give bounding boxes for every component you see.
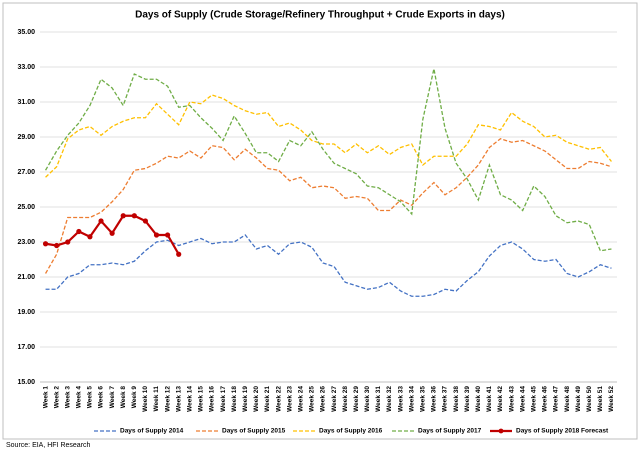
series-line — [44, 68, 612, 252]
x-tick-label: Week 26 — [320, 386, 327, 412]
x-tick-label: Week 4 — [76, 386, 83, 409]
x-tick-label: Week 16 — [209, 386, 216, 412]
y-tick-label: 31.00 — [17, 99, 35, 106]
x-tick-label: Week 6 — [98, 386, 105, 409]
series-marker — [42, 241, 49, 247]
x-tick-label: Week 24 — [297, 386, 304, 412]
x-tick-label: Week 50 — [586, 386, 593, 412]
x-tick-label: Week 29 — [353, 386, 360, 412]
x-tick-label: Week 23 — [286, 386, 293, 412]
x-tick-label: Week 42 — [497, 386, 504, 412]
series-marker — [65, 239, 71, 245]
chart-title: Days of Supply (Crude Storage/Refinery T… — [135, 10, 505, 21]
y-tick-label: 25.00 — [17, 204, 35, 211]
x-tick-label: Week 52 — [608, 386, 615, 412]
x-tick-label: Week 17 — [220, 386, 227, 412]
x-tick-label: Week 47 — [553, 386, 560, 412]
x-tick-label: Week 39 — [464, 386, 471, 412]
x-tick-label: Week 12 — [164, 386, 171, 412]
series-marker — [109, 230, 115, 236]
y-tick-label: 19.00 — [17, 309, 35, 316]
x-tick-label: Week 27 — [331, 386, 338, 412]
x-tick-label: Week 28 — [342, 386, 349, 412]
x-tick-label: Week 51 — [597, 386, 604, 412]
x-tick-label: Week 37 — [442, 386, 449, 412]
legend-label: Days of Supply 2014 — [120, 428, 184, 435]
source-note: Source: EIA, HFI Research — [6, 442, 91, 449]
x-tick-label: Week 2 — [53, 386, 60, 409]
x-tick-label: Week 49 — [575, 386, 582, 412]
series-line — [45, 94, 612, 178]
x-tick-label: Week 21 — [264, 386, 271, 412]
legend-label: Days of Supply 2016 — [319, 428, 383, 435]
x-tick-label: Week 14 — [187, 386, 194, 412]
x-tick-label: Week 41 — [486, 386, 493, 412]
series-marker — [98, 218, 104, 224]
y-tick-label: 23.00 — [17, 239, 35, 246]
x-tick-label: Week 45 — [530, 386, 537, 412]
y-tick-label: 15.00 — [17, 379, 35, 386]
series-marker — [142, 218, 149, 224]
x-tick-label: Week 43 — [508, 386, 515, 412]
x-tick-label: Week 7 — [109, 386, 116, 409]
series-marker — [176, 251, 182, 257]
x-tick-label: Week 48 — [564, 386, 571, 412]
legend-label: Days of Supply 2015 — [222, 428, 286, 435]
series-marker — [54, 242, 60, 249]
series-marker — [153, 232, 160, 238]
x-tick-label: Week 8 — [120, 386, 127, 409]
series-line — [44, 138, 612, 274]
chart-border — [2, 2, 638, 440]
x-tick-label: Week 38 — [453, 386, 460, 412]
x-tick-label: Week 22 — [275, 386, 282, 412]
x-tick-label: Week 3 — [64, 386, 71, 409]
x-tick-label: Week 32 — [386, 386, 393, 412]
x-tick-label: Week 46 — [542, 386, 549, 412]
legend-label: Days of Supply 2017 — [418, 428, 482, 435]
x-tick-label: Week 20 — [253, 386, 260, 412]
series-marker — [76, 228, 82, 235]
x-tick-label: Week 15 — [198, 386, 205, 412]
series-marker — [87, 234, 93, 240]
x-tick-label: Week 5 — [87, 386, 94, 409]
x-tick-label: Week 1 — [42, 386, 49, 409]
y-tick-label: 33.00 — [17, 64, 35, 71]
y-tick-label: 35.00 — [17, 29, 35, 36]
x-tick-label: Week 9 — [131, 386, 138, 409]
y-tick-label: 27.00 — [17, 169, 35, 176]
x-tick-label: Week 31 — [375, 386, 382, 412]
x-tick-label: Week 25 — [309, 386, 316, 412]
legend-label: Days of Supply 2018 Forecast — [516, 428, 609, 435]
x-tick-label: Week 10 — [142, 386, 149, 412]
x-tick-label: Week 44 — [519, 386, 526, 412]
x-tick-label: Week 35 — [420, 386, 427, 412]
series-marker — [120, 213, 126, 219]
x-tick-label: Week 36 — [431, 386, 438, 412]
x-tick-label: Week 34 — [408, 386, 415, 412]
x-tick-label: Week 19 — [242, 386, 249, 412]
x-tick-label: Week 33 — [397, 386, 404, 412]
legend-marker — [498, 428, 504, 434]
x-tick-label: Week 40 — [475, 386, 482, 412]
series-marker — [131, 213, 137, 219]
y-tick-label: 17.00 — [17, 344, 35, 351]
x-tick-label: Week 18 — [231, 386, 238, 412]
x-tick-label: Week 11 — [153, 386, 160, 412]
y-tick-label: 21.00 — [17, 274, 35, 281]
y-tick-label: 29.00 — [17, 134, 35, 141]
x-tick-label: Week 30 — [364, 386, 371, 412]
x-tick-label: Week 13 — [175, 386, 182, 412]
series-marker — [165, 232, 171, 238]
